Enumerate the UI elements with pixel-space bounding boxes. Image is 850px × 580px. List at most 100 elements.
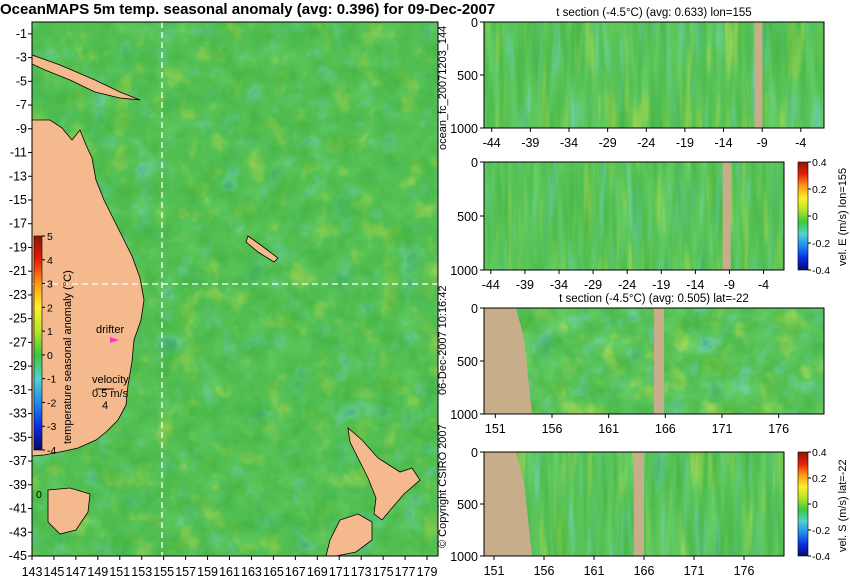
velocity-scale: 0.5 m/s — [92, 388, 129, 400]
velocity-value: 4 — [102, 400, 108, 412]
new-caledonia-land — [245, 235, 279, 263]
section-x-tick-label: -34 — [560, 136, 578, 150]
map-y-tick-label: -19 — [9, 240, 27, 254]
section-colorbar-tick-label: -0.4 — [812, 551, 830, 563]
section-x-tick-label: 161 — [584, 564, 605, 578]
map-x-tick-label: 145 — [44, 565, 65, 579]
map-y-tick-label: -37 — [9, 454, 27, 468]
section-panel-2: 0 500 1000 -44 -39 -34 -29 -24 -19 -14 -9 -4 0.4 0.2 0… — [450, 156, 849, 292]
map-x-tick-label: 165 — [263, 565, 284, 579]
section-colorbar-tick-label: -0.4 — [812, 265, 830, 277]
section-land — [722, 162, 731, 270]
section-x-tick-label: -29 — [599, 136, 617, 150]
drifter-label: drifter — [96, 324, 124, 336]
section-y-tick-label: 0 — [471, 156, 478, 170]
section-x-tick-label: -39 — [516, 278, 534, 292]
map-colorbar-ticks: 5 4 3 2 1 0 -1 -2 -3 -4 — [42, 231, 56, 457]
map-y-tick-label: -9 — [16, 122, 27, 136]
section-x-tick-label: 156 — [534, 564, 555, 578]
section-colorbar-tick-label: 0 — [812, 211, 818, 223]
map-frame — [31, 21, 439, 557]
map-y-tick-label: -13 — [9, 169, 27, 183]
map-colorbar-tick-label: 2 — [47, 302, 53, 314]
map-y-tick-label: -25 — [9, 312, 27, 326]
map-colorbar-label: temperature seasonal anomaly (°C) — [62, 270, 74, 444]
section-x-tick-label: -29 — [584, 278, 602, 292]
section-x-tick-label: 176 — [734, 564, 755, 578]
nz-north-island-land — [347, 427, 421, 521]
section-y-tick-label: 500 — [457, 210, 478, 224]
map-y-tick-label: -5 — [16, 74, 27, 88]
map-y-tick-label: -41 — [9, 502, 27, 516]
section-x-tick-label: 156 — [542, 422, 563, 436]
map-x-tick-label: 171 — [329, 565, 350, 579]
nz-south-island-land — [325, 513, 373, 557]
section-panel-4: 0 500 1000 151 156 161 166 171 176 0.4 0.2 0 -0.2 -0.… — [450, 446, 849, 578]
section-x-tick-label: -44 — [482, 278, 500, 292]
map-y-tick-label: -1 — [16, 27, 27, 41]
map-colorbar-tick-label: -1 — [47, 374, 56, 386]
section-y-tick-label: 0 — [471, 16, 478, 30]
section-colorbar-tick-label: -0.2 — [812, 238, 830, 250]
papua-new-guinea-land — [31, 54, 141, 101]
map-y-tick-label: -33 — [9, 407, 27, 421]
section-field — [484, 22, 824, 128]
section-x-tick-label: 171 — [712, 422, 733, 436]
section-panels: t section (-4.5°C) (avg: 0.633) lon=155 0… — [450, 7, 849, 578]
section-panel-1: t section (-4.5°C) (avg: 0.633) lon=155 0… — [450, 7, 825, 150]
section-title: t section (-4.5°C) (avg: 0.505) lat=-22 — [559, 293, 749, 305]
section-x-tick-label: -24 — [637, 136, 655, 150]
map-x-axis: 143 145 147 149 151 153 155 157 159 161 163 165 167 1… — [22, 556, 438, 579]
section-coast — [484, 308, 532, 414]
map-plot — [31, 21, 439, 557]
section-colorbar — [797, 161, 809, 271]
section-x-tick-label: 166 — [655, 422, 676, 436]
section-ridge — [634, 452, 644, 556]
section-x-tick-label: -14 — [715, 136, 733, 150]
map-x-tick-label: 143 — [22, 565, 43, 579]
map-y-tick-label: -15 — [9, 193, 27, 207]
section-land — [754, 22, 763, 128]
map-x-tick-label: 175 — [373, 565, 394, 579]
map-y-tick-label: -27 — [9, 335, 27, 349]
run-name-label: ocean_fc_20071203_144 — [437, 26, 449, 150]
section-y-tick-label: 1000 — [450, 408, 478, 422]
section-panel-3: t section (-4.5°C) (avg: 0.505) lat=-22 0… — [450, 293, 825, 436]
map-y-tick-label: -29 — [9, 359, 27, 373]
map-colorbar-tick-label: -2 — [47, 397, 56, 409]
map-y-tick-label: -23 — [9, 288, 27, 302]
map-x-tick-label: 155 — [153, 565, 174, 579]
map-x-tick-label: 149 — [87, 565, 108, 579]
map-x-tick-label: 177 — [395, 565, 416, 579]
map-y-tick-label: -39 — [9, 478, 27, 492]
section-x-tick-label: -14 — [686, 278, 704, 292]
map-colorbar-tick-label: 3 — [47, 279, 53, 291]
map-x-tick-label: 169 — [307, 565, 328, 579]
section-x-tick-label: 176 — [768, 422, 789, 436]
map-y-tick-label: -43 — [9, 525, 27, 539]
section-y-tick-label: 500 — [457, 355, 478, 369]
section-x-tick-label: -9 — [724, 278, 735, 292]
section-x-tick-label: -24 — [618, 278, 636, 292]
map-y-tick-label: -3 — [16, 51, 27, 65]
map-x-tick-label: 151 — [109, 565, 130, 579]
section-x-tick-label: -19 — [652, 278, 670, 292]
australia-land — [31, 119, 145, 457]
map-x-tick-label: 157 — [175, 565, 196, 579]
map-x-tick-label: 167 — [285, 565, 306, 579]
section-x-tick-label: 161 — [598, 422, 619, 436]
section-x-tick-label: -19 — [676, 136, 694, 150]
map-y-tick-label: -31 — [9, 383, 27, 397]
map-x-tick-label: 147 — [65, 565, 86, 579]
map-colorbar-bar — [33, 235, 43, 451]
section-x-tick-label: -44 — [483, 136, 501, 150]
map-y-tick-label: -21 — [9, 264, 27, 278]
section-y-tick-label: 0 — [471, 446, 478, 460]
map-y-tick-label: -11 — [10, 146, 27, 160]
section-colorbar-tick-label: 0.4 — [812, 157, 827, 169]
map-x-tick-label: 163 — [241, 565, 262, 579]
section-field — [484, 162, 784, 270]
section-colorbar-label: vel. S (m/s) lat=-22 — [837, 459, 849, 552]
section-coast — [484, 452, 532, 556]
